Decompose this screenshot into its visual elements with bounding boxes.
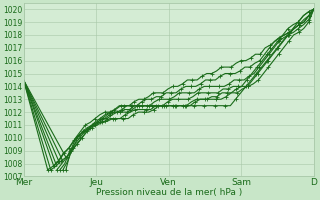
X-axis label: Pression niveau de la mer( hPa ): Pression niveau de la mer( hPa ) — [96, 188, 242, 197]
